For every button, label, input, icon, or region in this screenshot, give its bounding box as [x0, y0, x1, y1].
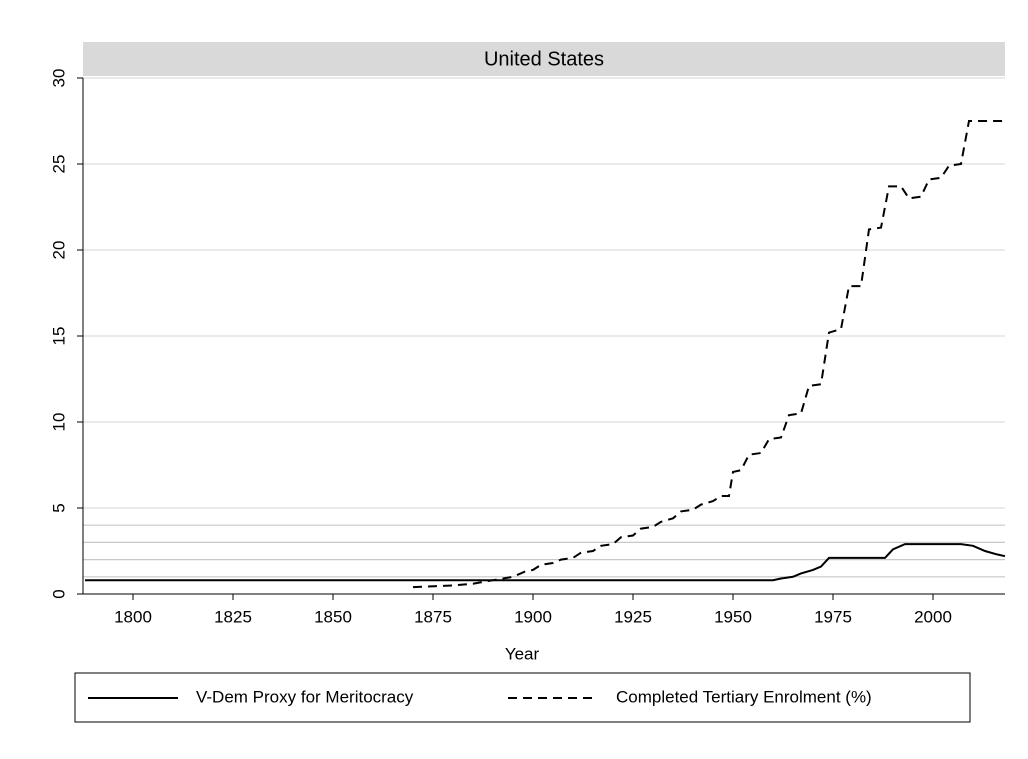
legend-label: V-Dem Proxy for Meritocracy	[196, 687, 414, 706]
y-tick-label: 20	[49, 241, 68, 260]
y-tick-label: 0	[49, 589, 68, 598]
x-tick-label: 1900	[514, 607, 552, 626]
y-tick-label: 5	[49, 503, 68, 512]
y-tick-label: 10	[49, 413, 68, 432]
x-tick-label: 2000	[914, 607, 952, 626]
x-axis-title: Year	[505, 644, 540, 663]
x-tick-label: 1875	[414, 607, 452, 626]
title-strip	[83, 42, 1005, 76]
y-tick-label: 15	[49, 327, 68, 346]
x-tick-label: 1950	[714, 607, 752, 626]
legend-box	[74, 672, 971, 723]
series-line	[85, 543, 1006, 582]
x-tick-label: 1800	[114, 607, 152, 626]
y-tick-label: 30	[49, 69, 68, 88]
legend-label: Completed Tertiary Enrolment (%)	[616, 687, 872, 706]
y-tick-label: 25	[49, 155, 68, 174]
x-tick-label: 1850	[314, 607, 352, 626]
x-tick-label: 1975	[814, 607, 852, 626]
series-line	[412, 120, 1005, 589]
chart-title: United States	[484, 48, 604, 70]
x-tick-label: 1925	[614, 607, 652, 626]
x-tick-label: 1825	[214, 607, 252, 626]
